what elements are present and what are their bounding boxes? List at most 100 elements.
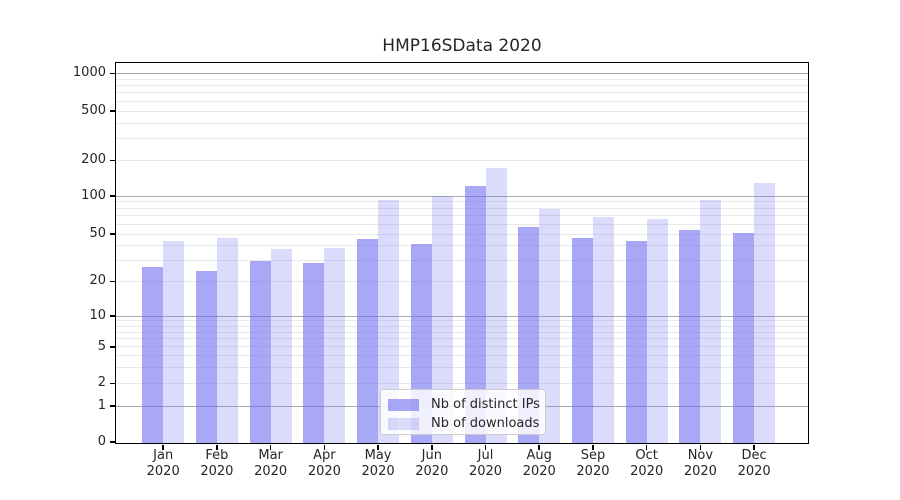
y-tick-20 — [109, 280, 115, 283]
gridline-minor — [116, 320, 808, 322]
gridline-minor — [116, 207, 808, 209]
gridline-minor — [116, 78, 808, 80]
legend: Nb of distinct IPs Nb of downloads — [380, 389, 546, 435]
x-tick-aug — [538, 444, 540, 450]
legend-swatch-downloads-icon — [388, 417, 419, 430]
y-tick-200 — [109, 159, 115, 162]
bar-downloads-jun — [431, 195, 453, 443]
bar-downloads-sep — [592, 216, 614, 443]
gridline-minor — [116, 280, 808, 282]
x-tick-dec — [753, 444, 755, 450]
x-tick-label-oct: Oct 2020 — [615, 448, 679, 480]
bar-ips-sep — [571, 238, 593, 443]
x-tick-label-dec: Dec 2020 — [722, 448, 786, 480]
y-tick-1 — [109, 405, 115, 407]
x-label-month: Dec — [741, 448, 767, 463]
y-tick-label-5: 5 — [97, 338, 106, 354]
y-tick-label-20: 20 — [89, 273, 106, 289]
x-tick-label-feb: Feb 2020 — [185, 448, 249, 480]
x-label-year: 2020 — [254, 464, 288, 479]
x-tick-mar — [269, 444, 272, 450]
x-tick-sep — [592, 444, 594, 450]
gridline-minor — [116, 122, 808, 124]
gridline-minor — [116, 355, 808, 357]
bar-downloads-jan — [163, 240, 185, 443]
x-tick-apr — [323, 444, 326, 450]
x-label-month: Mar — [258, 448, 283, 463]
y-tick-label-10: 10 — [89, 308, 106, 324]
x-label-month: Oct — [635, 448, 658, 463]
bar-ips-oct — [625, 240, 647, 443]
y-tick-50 — [109, 233, 115, 235]
x-tick-may — [377, 444, 379, 450]
bar-downloads-dec — [754, 183, 776, 443]
chart-title: HMP16SData 2020 — [382, 36, 542, 56]
bar-downloads-apr — [324, 247, 346, 443]
x-label-year: 2020 — [361, 464, 395, 479]
x-label-month: May — [364, 448, 392, 463]
y-tick-label-2: 2 — [97, 375, 106, 391]
gridline-minor — [116, 100, 808, 102]
x-label-year: 2020 — [683, 464, 717, 479]
bar-ips-nov — [679, 229, 701, 443]
y-tick-label-0: 0 — [97, 434, 106, 449]
gridline-minor — [116, 338, 808, 340]
x-label-month: Aug — [526, 448, 552, 463]
legend-label-downloads: Nb of downloads — [431, 416, 540, 431]
gridline-minor — [116, 331, 808, 333]
x-tick-label-may: May 2020 — [346, 448, 410, 480]
gridline-minor — [116, 245, 808, 247]
bar-ips-jul — [464, 186, 486, 443]
plot-area: Nb of distinct IPs Nb of downloads Jan 20… — [73, 62, 809, 479]
bar-ips-jan — [142, 266, 164, 443]
gridline-minor — [116, 138, 808, 140]
x-tick-label-apr: Apr 2020 — [292, 448, 356, 480]
bar-ips-feb — [195, 270, 217, 443]
x-label-year: 2020 — [146, 464, 180, 479]
gridline-major — [116, 315, 808, 317]
x-tick-jul — [484, 444, 487, 450]
x-tick-jan — [162, 444, 164, 450]
gridline-minor — [116, 215, 808, 217]
x-label-year: 2020 — [200, 464, 234, 479]
x-label-month: Feb — [205, 448, 229, 463]
gridline-minor — [116, 201, 808, 203]
x-label-month: Nov — [687, 448, 714, 463]
y-tick-5 — [109, 346, 115, 348]
x-label-year: 2020 — [576, 464, 610, 479]
gridline-minor — [116, 223, 808, 225]
gridline-minor — [116, 259, 808, 261]
gridline-minor — [116, 159, 808, 161]
x-tick-label-jul: Jul 2020 — [454, 448, 518, 480]
y-tick-label-100: 100 — [81, 188, 106, 204]
y-tick-500 — [109, 110, 115, 112]
x-tick-feb — [216, 444, 218, 450]
bar-downloads-oct — [646, 219, 668, 443]
x-label-month: Sep — [580, 448, 606, 463]
bar-downloads-mar — [270, 249, 292, 443]
x-label-year: 2020 — [307, 464, 341, 479]
bar-downloads-feb — [216, 238, 238, 443]
gridline-minor — [116, 346, 808, 348]
y-tick-label-200: 200 — [81, 152, 106, 168]
bar-downloads-jul — [485, 167, 507, 443]
bar-downloads-nov — [700, 200, 722, 443]
bar-ips-mar — [249, 261, 271, 443]
legend-item-distinct-ips: Nb of distinct IPs — [388, 396, 540, 413]
gridline-minor — [116, 366, 808, 368]
gridline-minor — [116, 85, 808, 87]
x-tick-label-jan: Jan 2020 — [131, 448, 195, 480]
y-tick-label-1000: 1000 — [72, 65, 106, 81]
x-tick-jun — [431, 444, 433, 450]
gridline-minor — [116, 325, 808, 327]
legend-label-distinct-ips: Nb of distinct IPs — [431, 397, 540, 412]
x-tick-nov — [699, 444, 702, 450]
x-label-year: 2020 — [630, 464, 664, 479]
x-label-year: 2020 — [468, 464, 503, 479]
x-label-year: 2020 — [415, 464, 449, 479]
gridline-minor — [116, 382, 808, 384]
x-label-month: Apr — [313, 448, 336, 463]
y-tick-0 — [109, 441, 115, 443]
x-tick-label-aug: Aug 2020 — [507, 448, 571, 480]
